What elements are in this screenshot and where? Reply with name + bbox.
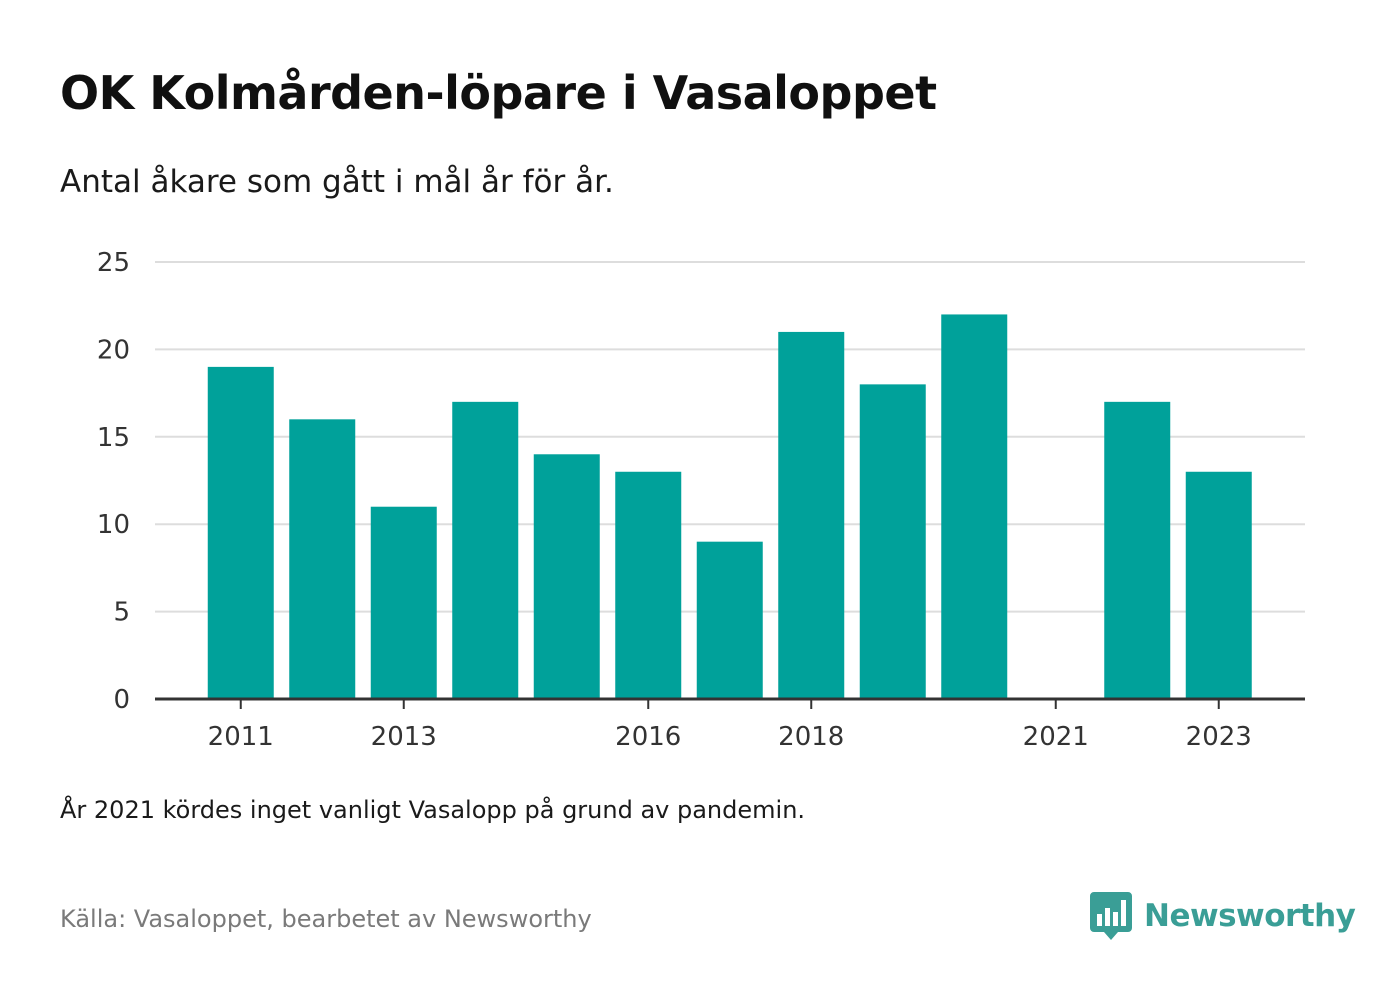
chart-title: OK Kolmården-löpare i Vasaloppet: [60, 66, 937, 120]
y-tick-label: 5: [113, 598, 130, 628]
bar-2020: [941, 314, 1008, 699]
bar-2017: [696, 541, 763, 699]
bar-2013: [370, 506, 437, 699]
bar-chart: 0 5 10 15 20 25 2011 2013 2016 2018 2021 2023: [97, 248, 1305, 752]
y-tick-label: 10: [97, 510, 130, 540]
bar-2015: [533, 454, 600, 699]
x-axis-labels: 2011 2013 2016 2018 2021 2023: [208, 722, 1252, 752]
bar-2019: [859, 384, 926, 699]
x-tick-label: 2016: [615, 722, 681, 752]
chart-subtitle: Antal åkare som gått i mål år för år.: [60, 164, 614, 200]
x-tick-label: 2011: [208, 722, 274, 752]
bar-2022: [1104, 401, 1171, 699]
bar-2018: [778, 331, 845, 699]
bar-2011: [207, 366, 274, 699]
bar-2016: [615, 471, 682, 699]
x-tick-label: 2018: [778, 722, 844, 752]
x-tick-label: 2021: [1023, 722, 1089, 752]
bars: [207, 314, 1252, 699]
newsworthy-logo-icon: [1090, 892, 1132, 940]
bar-2014: [452, 401, 519, 699]
y-tick-label: 0: [113, 685, 130, 715]
newsworthy-brand: Newsworthy: [1090, 888, 1356, 944]
bar-2023: [1185, 471, 1252, 699]
source-credit: Källa: Vasaloppet, bearbetet av Newswort…: [60, 905, 592, 933]
x-axis: [155, 697, 1305, 709]
brand-name: Newsworthy: [1144, 898, 1356, 934]
y-tick-label: 25: [97, 248, 130, 278]
chart-note: År 2021 kördes inget vanligt Vasalopp på…: [60, 796, 806, 824]
y-tick-label: 20: [97, 335, 130, 365]
bar-2012: [289, 419, 356, 699]
y-axis-labels: 0 5 10 15 20 25: [97, 248, 130, 715]
y-tick-label: 15: [97, 423, 130, 453]
x-tick-label: 2023: [1186, 722, 1252, 752]
x-tick-label: 2013: [371, 722, 437, 752]
